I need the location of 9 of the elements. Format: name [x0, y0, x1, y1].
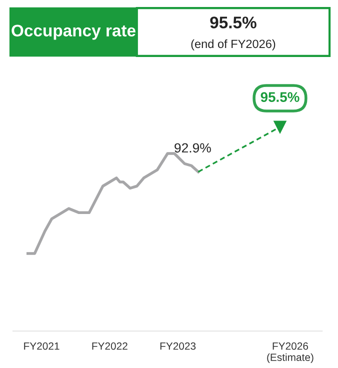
text: (end of FY2026) [191, 39, 276, 50]
text: 95.5% [210, 16, 256, 28]
x-tick-label: FY2021 [24, 342, 60, 350]
annotation: 95.5% [260, 92, 300, 102]
x-tick-label: FY2023 [160, 342, 196, 350]
chart-title: Occupancy rate [12, 24, 136, 40]
x-tick-label: FY2026 (Estimate) [267, 342, 314, 364]
x-tick-label: FY2022 [92, 342, 128, 350]
annotation: 92.9% [174, 143, 211, 153]
